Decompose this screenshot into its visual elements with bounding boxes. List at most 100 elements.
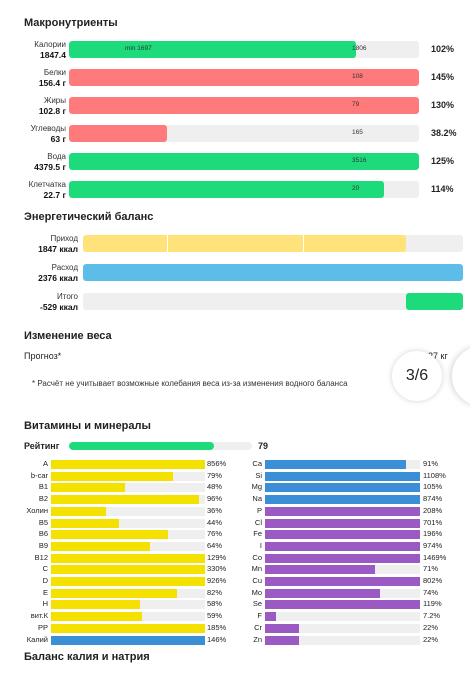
nutrient-bar [265,460,420,469]
nutrient-bar [265,507,420,516]
energy-bar [83,235,463,252]
macro-row-label: Углеводы 63 г [10,124,66,144]
weight-note: * Расчёт не учитывает возможные колебани… [32,379,348,388]
macro-row-label: Калории 1847.4 [10,40,66,60]
nutrient-percent: 208% [423,506,443,515]
nutrient-bar [265,519,420,528]
macro-percent: 145% [431,72,455,82]
nutrient-bar-fill [51,507,107,516]
nutrient-bar [265,554,420,563]
nutrient-name: Si [255,471,262,480]
nutrient-bar [51,624,205,633]
nutrient-percent: 701% [423,518,443,527]
nutrient-bar [265,472,420,481]
nutrient-bar-fill [51,495,199,504]
nutrient-bar [265,495,420,504]
energy-bar-fill [83,264,463,281]
nutrient-percent: 79% [207,471,223,480]
nutrient-name: Ca [252,459,262,468]
nutrient-bar-fill [265,612,277,621]
energy-row-label: Итого -529 ккал [10,292,78,312]
forecast-label: Прогноз* [24,351,62,361]
nutrient-percent: 874% [423,494,443,503]
nutrient-bar-fill [51,612,142,621]
nutrient-name: A [42,459,48,468]
nutrient-bar [51,530,205,539]
macro-value: 102.8 г [38,106,66,116]
nutrient-percent: 44% [207,518,223,527]
macro-name: Белки [43,68,66,77]
nutrient-percent: 64% [207,541,223,550]
nutrient-bar-fill [265,495,420,504]
forecast-value: 27 кг [428,351,448,361]
nutrient-percent: 22% [423,635,439,644]
nutrient-bar-fill [265,542,420,551]
nutrient-bar-fill [265,519,420,528]
energy-value: -529 ккал [39,302,78,312]
nutrient-percent: 82% [207,588,223,597]
nutrient-bar [265,589,420,598]
macro-row-label: Клетчатка 22.7 г [10,180,66,200]
nutrient-percent: 58% [207,599,223,608]
nutrient-bar-fill [51,565,205,574]
nutrient-bar-fill [265,472,420,481]
nutrient-bar-fill [51,542,150,551]
nutrient-bar-fill [51,519,119,528]
nutrient-percent: 802% [423,576,443,585]
nutrient-bar-fill [51,483,125,492]
macro-name: Клетчатка [28,180,66,189]
energy-segment-divider [166,235,168,252]
macro-row-label: Белки 156.4 г [10,68,66,88]
energy-name: Приход [50,234,78,243]
macro-bar: 79 [69,97,419,114]
nutrient-bar-fill [51,530,169,539]
rating-value: 79 [258,441,269,451]
nutrient-name: Cr [254,623,262,632]
nutrient-bar [265,600,420,609]
nutrient-name: D [42,576,48,585]
nutrient-name: H [42,599,48,608]
nutrient-bar-fill [51,577,205,586]
nutrient-percent: 91% [423,459,439,468]
macro-bar-fill [69,153,419,170]
nutrient-bar [51,554,205,563]
nutrient-bar [51,612,205,621]
nutrient-name: PP [37,623,48,632]
energy-value: 1847 ккал [38,244,78,254]
nutrient-name: B6 [38,529,48,538]
nutrient-percent: 1108% [423,471,446,480]
macro-norm-label: 165 [352,129,363,136]
nutrient-name: B1 [38,482,48,491]
nutrient-percent: 196% [423,529,443,538]
nutrient-percent: 146% [207,635,227,644]
nutrient-bar [51,472,205,481]
macro-norm-label: 1806 [352,45,367,52]
nutrient-name: Zn [253,635,262,644]
nutrient-bar-fill [51,589,178,598]
macro-value: 4379.5 г [34,162,66,172]
nutrient-name: F [257,611,262,620]
nutrient-name: B12 [34,553,48,562]
page-indicator[interactable]: 3/6 [392,351,442,401]
energy-name: Итого [57,292,78,301]
nutrient-name: B9 [38,541,48,550]
nutrient-bar-fill [265,530,420,539]
nutrient-bar [51,577,205,586]
nutrient-bar-fill [265,565,376,574]
nutrient-bar-fill [51,624,205,633]
energy-bar [83,264,463,281]
nutrient-bar [265,612,420,621]
next-card-edge[interactable] [452,346,470,406]
nutrient-bar [51,507,205,516]
nutrient-bar-fill [265,483,420,492]
nutrient-name: P [256,506,262,515]
nutrient-bar-fill [51,460,205,469]
energy-bar-fill [406,293,463,310]
nutrient-percent: 96% [207,494,223,503]
macro-percent: 125% [431,156,455,166]
macro-name: Вода [47,152,66,161]
nutrient-bar [51,495,205,504]
macro-bar: 3516 [69,153,419,170]
macro-bar-fill [69,97,419,114]
nutrient-bar-fill [265,636,300,645]
